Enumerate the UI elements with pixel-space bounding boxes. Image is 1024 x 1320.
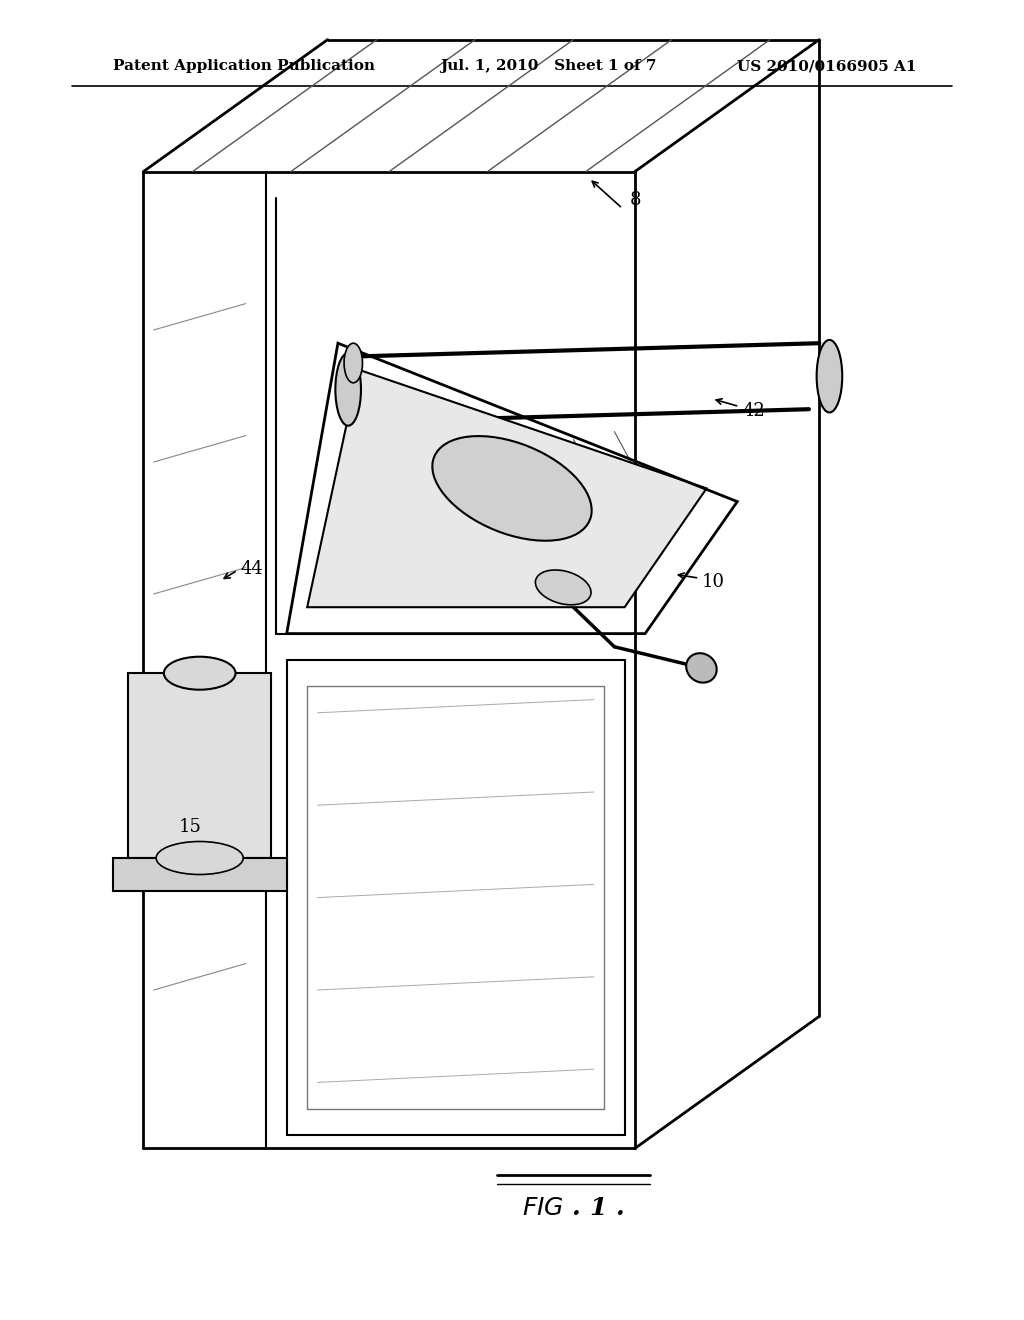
Ellipse shape xyxy=(536,570,591,605)
Ellipse shape xyxy=(344,343,362,383)
Polygon shape xyxy=(307,370,707,607)
Text: 42: 42 xyxy=(742,401,765,420)
Text: US 2010/0166905 A1: US 2010/0166905 A1 xyxy=(737,59,916,74)
FancyBboxPatch shape xyxy=(128,673,271,858)
FancyBboxPatch shape xyxy=(113,858,287,891)
Ellipse shape xyxy=(156,842,244,875)
Ellipse shape xyxy=(432,436,592,541)
Ellipse shape xyxy=(164,657,236,689)
Ellipse shape xyxy=(335,352,361,425)
Text: Patent Application Publication: Patent Application Publication xyxy=(113,59,375,74)
Ellipse shape xyxy=(686,653,717,682)
Text: $\mathit{FIG}$ . 1 .: $\mathit{FIG}$ . 1 . xyxy=(522,1196,625,1220)
Ellipse shape xyxy=(817,341,842,412)
Text: Jul. 1, 2010   Sheet 1 of 7: Jul. 1, 2010 Sheet 1 of 7 xyxy=(440,59,656,74)
Text: 15: 15 xyxy=(179,817,202,836)
Text: 8: 8 xyxy=(630,190,641,209)
Text: 44: 44 xyxy=(241,560,263,578)
Text: 10: 10 xyxy=(701,573,724,591)
